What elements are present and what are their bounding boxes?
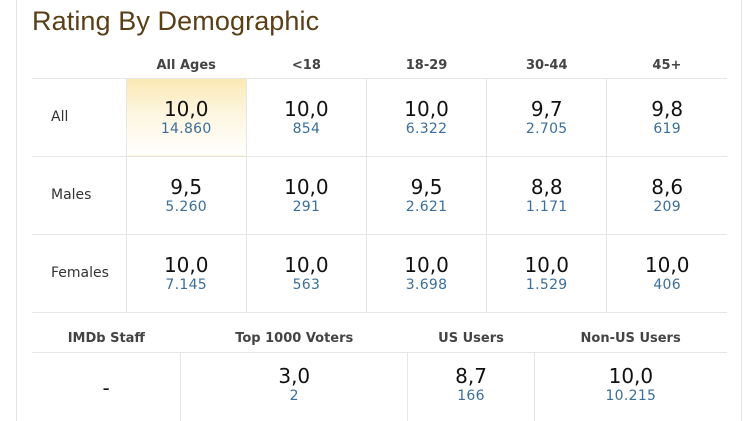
rating-cell: 9,5 2.621 — [365, 156, 487, 235]
vote-count-link[interactable]: 563 — [292, 276, 321, 293]
vote-count-link[interactable]: 406 — [653, 276, 681, 293]
column-header-18-29: 18-29 — [366, 52, 487, 79]
rating-value: 10,0 — [284, 96, 329, 121]
table-row-females: Females 10,0 7.145 10,0 563 10,0 3.698 1… — [32, 234, 727, 313]
rating-value: 9,7 — [530, 96, 563, 121]
column-header-under-18: <18 — [246, 52, 367, 79]
rating-value: 10,0 — [284, 252, 329, 277]
column-header-30-44: 30-44 — [486, 52, 607, 79]
column-header-row: All Ages <18 18-29 30-44 45+ — [32, 52, 727, 79]
vote-count-link[interactable]: 166 — [457, 387, 485, 404]
rating-value: 10,0 — [284, 174, 329, 199]
vote-count-link[interactable]: 5.260 — [165, 198, 207, 215]
vote-count-link[interactable]: 1.529 — [525, 276, 568, 293]
rating-cell: 10,0 14.860 — [125, 78, 247, 157]
rating-value: 10,0 — [524, 252, 569, 277]
rating-cell: 10,0 10.215 — [533, 352, 727, 421]
vote-count-link[interactable]: 854 — [292, 120, 321, 137]
other-voters-table: IMDb Staff Top 1000 Voters US Users Non-… — [32, 326, 727, 421]
rating-value: 10,0 — [644, 252, 690, 277]
vote-count-link[interactable]: 1.171 — [525, 198, 568, 215]
row-label-males: Males — [32, 156, 127, 235]
table-row-males: Males 9,5 5.260 10,0 291 9,5 2.621 8,8 1… — [32, 156, 727, 235]
vote-count-link[interactable]: 10.215 — [605, 387, 657, 404]
row-label-females: Females — [32, 234, 127, 313]
corner-header — [32, 52, 127, 79]
rating-cell: 10,0 291 — [245, 156, 367, 235]
row-label-all: All — [32, 78, 127, 157]
panel-frame — [16, 0, 742, 421]
vote-count-link[interactable]: 7.145 — [165, 276, 207, 293]
rating-cell: 8,8 1.171 — [486, 156, 607, 235]
rating-cell: 9,5 5.260 — [125, 156, 247, 235]
column-header-us-users: US Users — [407, 326, 535, 353]
demographic-rating-table: All Ages <18 18-29 30-44 45+ All 10,0 14… — [32, 52, 727, 313]
rating-cell: 10,0 854 — [245, 78, 367, 157]
rating-value: 8,8 — [530, 174, 563, 199]
rating-cell: 10,0 563 — [245, 234, 367, 313]
rating-cell: 10,0 3.698 — [365, 234, 487, 313]
vote-count-link[interactable]: 291 — [292, 198, 321, 215]
rating-cell: 10,0 6.322 — [365, 78, 487, 157]
rating-cell: 8,6 209 — [606, 156, 727, 235]
rating-value: 8,6 — [651, 174, 684, 199]
rating-value: 9,5 — [170, 174, 203, 199]
no-rating-dash: - — [102, 376, 110, 401]
rating-value: 10,0 — [404, 252, 449, 277]
rating-cell: 10,0 1.529 — [486, 234, 607, 313]
column-header-top-1000-voters: Top 1000 Voters — [180, 326, 408, 353]
rating-cell: 10,0 7.145 — [125, 234, 247, 313]
vote-count-link[interactable]: 2.621 — [405, 198, 448, 215]
table-row-all: All 10,0 14.860 10,0 854 10,0 6.322 9,7 … — [32, 78, 727, 157]
rating-cell: 9,7 2.705 — [486, 78, 607, 157]
rating-value: 3,0 — [278, 363, 311, 388]
vote-count-link[interactable]: 209 — [653, 198, 681, 215]
rating-cell: - — [32, 352, 181, 421]
column-header-non-us-users: Non-US Users — [534, 326, 727, 353]
rating-cell: 3,0 2 — [180, 352, 408, 421]
vote-count-link[interactable]: 6.322 — [405, 120, 448, 137]
rating-cell: 8,7 166 — [407, 352, 535, 421]
vote-count-link[interactable]: 2 — [289, 387, 299, 404]
vote-count-link[interactable]: 3.698 — [405, 276, 448, 293]
rating-value: 9,8 — [651, 96, 684, 121]
rating-value: 8,7 — [455, 363, 487, 388]
vote-count-link[interactable]: 14.860 — [160, 120, 212, 137]
rating-value: 9,5 — [410, 174, 443, 199]
column-header-45-plus: 45+ — [606, 52, 727, 79]
rating-value: 10,0 — [404, 96, 449, 121]
other-header-row: IMDb Staff Top 1000 Voters US Users Non-… — [32, 326, 727, 353]
section-title: Rating By Demographic — [32, 6, 320, 36]
rating-cell: 10,0 406 — [606, 234, 727, 313]
other-values-row: - 3,0 2 8,7 166 10,0 10.215 — [32, 352, 727, 421]
rating-cell: 9,8 619 — [606, 78, 727, 157]
rating-value: 10,0 — [163, 96, 209, 121]
column-header-all-ages: All Ages — [126, 52, 247, 79]
rating-value: 10,0 — [608, 363, 654, 388]
column-header-imdb-staff: IMDb Staff — [32, 326, 181, 353]
vote-count-link[interactable]: 619 — [653, 120, 681, 137]
rating-value: 10,0 — [163, 252, 209, 277]
vote-count-link[interactable]: 2.705 — [525, 120, 568, 137]
